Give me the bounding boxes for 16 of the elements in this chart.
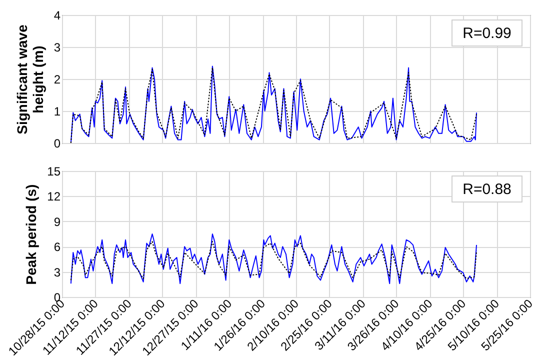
y-axis-title: Significant wave height (m): [14, 24, 46, 134]
y-tick-label: 3: [54, 40, 61, 54]
y-tick-label: 0: [54, 136, 61, 150]
y-tick-label: 15: [47, 164, 61, 178]
y-axis-title: Peak period (s): [23, 184, 40, 285]
annotation: R=0.99: [462, 25, 512, 42]
y-tick-label: 2: [54, 72, 61, 86]
y-tick-label: 3: [54, 265, 61, 280]
annotation: R=0.88: [462, 181, 512, 198]
y-tick-label: 6: [54, 240, 61, 254]
y-tick-label: 4: [54, 8, 61, 22]
y-tick-label: 1: [54, 104, 61, 118]
line-series: [70, 241, 478, 281]
line-series: [70, 234, 478, 284]
y-tick-label: 12: [47, 190, 61, 204]
y-tick-label: 9: [54, 214, 61, 229]
